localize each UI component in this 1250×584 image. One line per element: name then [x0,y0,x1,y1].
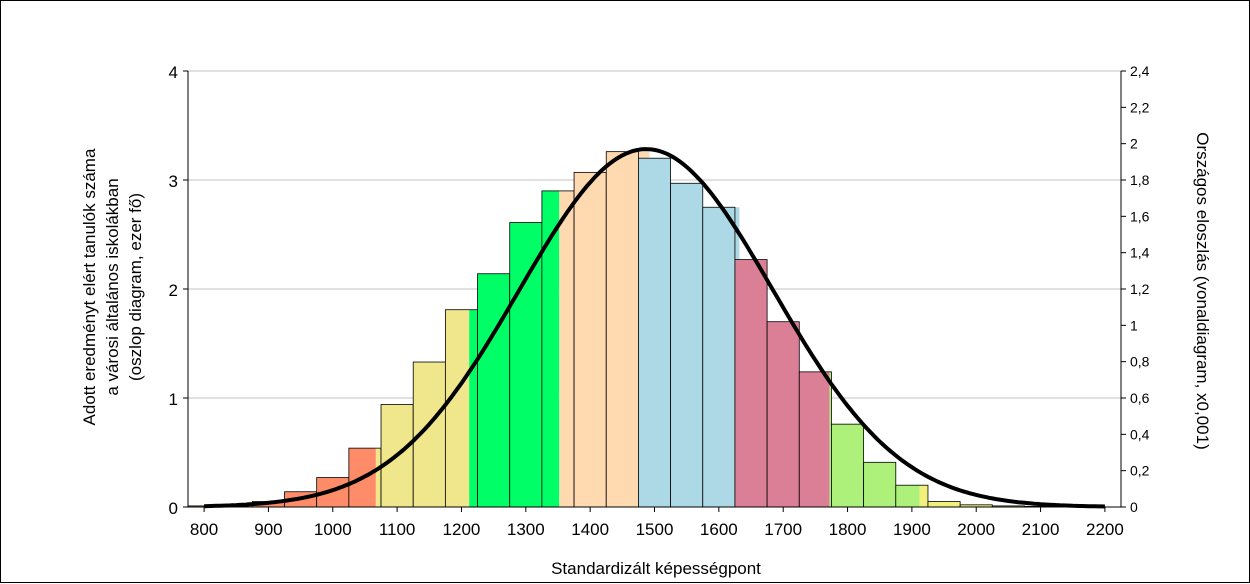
y2-tick-label-2: 0,4 [1130,426,1150,442]
bar-1900-fill-b [919,485,928,507]
bar-1350 [541,190,575,508]
bar-1700 [766,321,800,508]
bar-1350-fill-a [541,190,560,507]
bar-1200-fill-a [445,309,470,507]
x-tick-label-9: 1700 [764,520,802,539]
y-tick-label-3: 3 [169,172,178,191]
y2-tick-label-11: 2,2 [1130,99,1150,115]
bar-1300 [509,222,543,508]
bar-1400 [573,171,607,508]
distribution-curve [204,147,1105,509]
bar-1200 [444,309,478,508]
y2-tick-label-10: 2 [1130,136,1138,152]
y-axis-label: Adott eredményt elért tanulók száma a vá… [80,148,145,425]
bar-1950 [927,501,961,508]
y2-axis-label: Országos eloszlás (vonaldiagram, x0,001) [1193,132,1212,449]
x-tick-label-3: 1100 [379,520,416,539]
y2-tick-label-12: 2,4 [1130,63,1150,79]
bar-1850 [863,461,897,508]
y-tick-label-4: 4 [169,63,178,82]
y2-tick-label-4: 0,8 [1130,354,1150,370]
bar-1250 [477,273,511,508]
x-tick-label-12: 2000 [957,520,995,539]
bar-1500 [638,157,671,508]
bar-1050-fill-b [375,448,382,507]
bar-1200-fill-b [469,309,478,507]
bar-1550-fill [670,183,703,507]
bar-1550 [670,182,704,508]
bar-1750-fill-a [799,371,830,507]
x-tick-label-0: 800 [190,520,218,539]
bar-1750-fill-b [829,371,832,507]
x-tick-label-2: 1000 [314,520,352,539]
y2-axis-ticks: 0 0,2 0,4 0,6 0,8 1 1,2 1,4 1,6 1,8 2 2,2 2,4 [1121,63,1150,515]
bar-1800 [831,423,865,508]
bar-1900 [895,484,929,508]
x-axis-label: Standardizált képességpont [551,559,761,578]
x-tick-label-6: 1400 [571,520,609,539]
x-tick-label-14: 2200 [1086,520,1124,539]
y2-tick-label-3: 0,6 [1130,390,1150,406]
x-axis-ticks: 800 900 1000 1100 1200 1300 1400 1500 1600 1700 18… [190,507,1124,539]
x-tick-label-7: 1500 [636,520,674,539]
bar-1650-fill [734,259,768,507]
y2-tick-label-8: 1,6 [1130,208,1150,224]
x-tick-label-13: 2100 [1022,520,1060,539]
bar-1500-fill [638,158,671,507]
bar-2050-fill [992,505,1025,507]
bar-1800-fill [831,424,864,507]
y-tick-label-2: 2 [169,281,178,300]
bar-1900-fill-a [895,485,920,507]
bar-1950-fill [927,501,961,507]
y-axis-label-line-1: Adott eredményt elért tanulók száma [80,148,99,425]
y2-tick-label-9: 1,8 [1130,172,1150,188]
histogram-bars [187,151,1090,508]
bar-1350-fill-b [559,190,575,507]
distribution-curve-layer [204,147,1105,509]
y2-tick-label-0: 0 [1130,499,1138,515]
bar-800-fill [188,505,221,507]
y2-tick-label-1: 0,2 [1130,463,1150,479]
bar-1250-fill [477,273,510,507]
y-axis-label-line-3: (oszlop diagram, ezer fő) [126,193,145,381]
x-tick-label-10: 1800 [829,520,867,539]
bar-1400-fill [574,172,607,507]
x-tick-label-1: 900 [254,520,282,539]
y2-tick-label-6: 1,2 [1130,281,1150,297]
bar-1850-fill [863,462,896,507]
bar-2000-fill [960,504,993,507]
bar-1600 [702,206,740,508]
bar-1300-fill [509,222,542,507]
bar-1650 [734,259,768,508]
y-axis-label-line-2: a városi általános iskolákban [103,178,122,395]
y-axis-ticks: 0 1 2 3 4 [169,63,188,518]
y-tick-label-0: 0 [169,499,178,518]
bar-1600-fill-a [702,207,740,507]
x-tick-label-4: 1200 [443,520,481,539]
x-tick-label-11: 1900 [893,520,931,539]
y-tick-label-1: 1 [169,390,178,409]
y2-tick-label-7: 1,4 [1130,245,1150,261]
x-tick-label-8: 1600 [700,520,738,539]
bar-1700-fill [767,321,800,507]
bar-1750 [798,371,832,508]
x-tick-label-5: 1300 [507,520,545,539]
y2-tick-label-5: 1 [1130,317,1138,333]
